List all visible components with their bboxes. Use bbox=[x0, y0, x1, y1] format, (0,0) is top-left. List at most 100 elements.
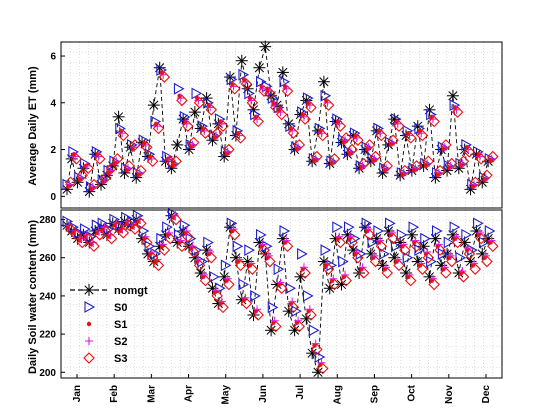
soil-S0-point bbox=[138, 225, 150, 237]
et-S2-point bbox=[194, 96, 203, 105]
soil-S3-point bbox=[217, 301, 229, 314]
soil-S3-point bbox=[428, 278, 440, 291]
et-S3-point-shape bbox=[105, 162, 118, 175]
soil-S3-point bbox=[393, 259, 405, 272]
et-S3-point bbox=[64, 176, 77, 189]
soil-S0-point-shape bbox=[308, 324, 320, 337]
soil-S3-point bbox=[293, 320, 306, 333]
soil-S0-point bbox=[408, 221, 420, 234]
soil-S0-point-shape bbox=[302, 289, 314, 302]
soil-S0-point bbox=[308, 324, 320, 337]
et-S2-point bbox=[452, 105, 461, 114]
soil-S3-point-shape bbox=[457, 271, 470, 283]
soil-S3-point-shape bbox=[70, 229, 83, 241]
et-S0-point bbox=[226, 73, 238, 86]
soil-nomgt-point-stroke bbox=[471, 226, 482, 236]
legend-entry-S2: S2 bbox=[85, 336, 127, 348]
et-S3-point bbox=[358, 157, 370, 170]
soil-S0-point-shape bbox=[361, 217, 373, 230]
soil-nomgt-point-stroke bbox=[436, 260, 446, 270]
soil-S0-point bbox=[302, 289, 314, 302]
soil-S0-point-shape bbox=[273, 263, 285, 276]
soil-S0-point-shape bbox=[431, 225, 443, 237]
soil-S3-point-shape bbox=[123, 219, 135, 232]
soil-S3-point bbox=[135, 217, 147, 230]
soil-S3-point bbox=[328, 278, 341, 291]
et-S2-point bbox=[147, 154, 156, 163]
soil-S3-point-shape bbox=[105, 232, 118, 245]
soil-S3-point-shape bbox=[135, 217, 147, 230]
et-S3-point-shape bbox=[228, 82, 241, 95]
soil-nomgt-point bbox=[323, 282, 336, 295]
et-S3-point bbox=[76, 169, 89, 182]
soil-S0-point-shape bbox=[461, 228, 472, 241]
et-S3-point-shape bbox=[281, 85, 294, 97]
et-S3-point-shape bbox=[334, 120, 347, 132]
soil-S3-point-shape bbox=[228, 229, 241, 241]
et-S2-point bbox=[358, 161, 367, 170]
et-S3-point bbox=[88, 178, 100, 191]
soil-S3-point bbox=[346, 236, 358, 249]
legend-label-S3: S3 bbox=[114, 353, 127, 365]
soil-S3-point-shape bbox=[387, 232, 399, 245]
soil-S3-point bbox=[404, 274, 417, 287]
soil-S3-point-shape bbox=[445, 255, 458, 268]
soil-S3-point-shape bbox=[299, 267, 311, 279]
soil-S3-point-shape bbox=[234, 259, 247, 272]
et-S3-point-shape bbox=[410, 160, 423, 172]
soil-S0-point bbox=[109, 213, 121, 226]
et-S3-point bbox=[475, 153, 487, 165]
soil-S3-point bbox=[205, 251, 218, 264]
soil-S3-point bbox=[158, 244, 171, 256]
soil-S3-point-shape bbox=[463, 248, 476, 260]
soil-S3-point-shape bbox=[158, 244, 171, 256]
et-S3-point-shape bbox=[393, 120, 405, 132]
et-grid bbox=[60, 41, 503, 209]
soil-S0-point-shape bbox=[396, 228, 408, 241]
soil-S3-point bbox=[193, 259, 206, 272]
soil-S3-point bbox=[146, 251, 159, 264]
month-tick-label: Feb bbox=[109, 385, 120, 403]
soil-S3-point-shape bbox=[340, 274, 352, 287]
soil-nomgt-point-stroke bbox=[289, 325, 300, 335]
et-S3-point-shape bbox=[158, 71, 171, 83]
et-S3-point bbox=[129, 139, 141, 151]
soil-S0-point-shape bbox=[80, 223, 91, 236]
et-S3-point bbox=[211, 127, 223, 139]
et-S2-point bbox=[247, 96, 256, 105]
soil-S0-point bbox=[273, 263, 285, 276]
soil-S3-point bbox=[416, 263, 429, 275]
soil-S3-point bbox=[469, 263, 482, 275]
et-S3-point bbox=[205, 104, 218, 116]
soil-S0-point-shape bbox=[162, 221, 173, 234]
et-S3-point bbox=[82, 162, 94, 175]
soil-S3-point-shape bbox=[375, 240, 388, 253]
et-S3-point bbox=[228, 82, 241, 95]
et-y-tick-label: 0 bbox=[50, 192, 56, 203]
soil-S0-point bbox=[461, 228, 472, 241]
et-S2-point bbox=[440, 143, 449, 152]
soil-S3-point-shape bbox=[146, 251, 159, 264]
et-S3-point bbox=[270, 101, 282, 114]
soil-S3-point-shape bbox=[140, 236, 153, 249]
et-S3-point bbox=[223, 143, 235, 156]
et-S3-point bbox=[170, 155, 182, 168]
et-S3-point bbox=[158, 71, 171, 83]
soil-S3-point bbox=[410, 240, 423, 253]
soil-S0-point-shape bbox=[449, 221, 461, 234]
soil-nomgt-point-stroke bbox=[477, 249, 487, 259]
et-y-tick-label: 2 bbox=[50, 145, 56, 156]
soil-S3-point-shape bbox=[99, 225, 112, 237]
et-S3-point-shape bbox=[346, 143, 358, 156]
soil-nomgt-point-stroke bbox=[401, 268, 411, 278]
et-S3-point bbox=[440, 139, 452, 151]
et-S3-point bbox=[346, 143, 358, 156]
et-S3-point-shape bbox=[352, 134, 364, 146]
et-S2-point bbox=[481, 173, 490, 182]
et-S3-point bbox=[311, 150, 323, 163]
soil-nomgt-point-stroke bbox=[430, 234, 440, 244]
soil-S0-point-shape bbox=[455, 251, 467, 264]
soil-S0-point bbox=[396, 228, 408, 241]
soil-S3-point bbox=[475, 232, 487, 245]
soil-S0-point bbox=[179, 219, 191, 232]
